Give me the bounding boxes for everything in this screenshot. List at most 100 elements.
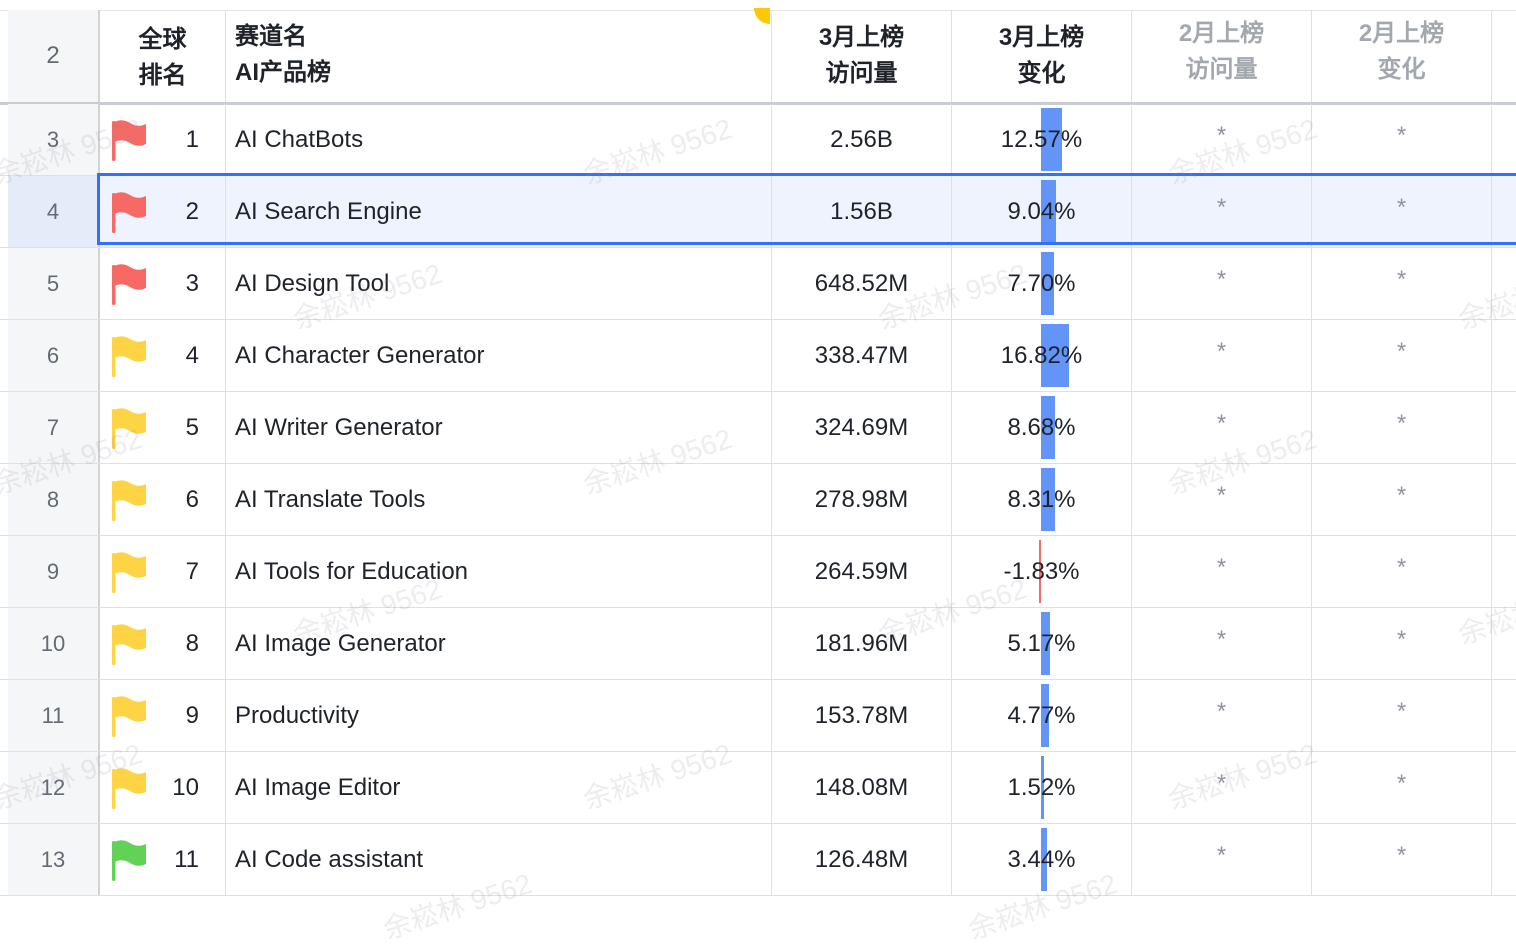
extra-column-cell[interactable]	[1492, 752, 1516, 823]
feb-visits-cell[interactable]: *	[1132, 464, 1312, 535]
rank-cell[interactable]: 8	[100, 608, 226, 679]
row-number[interactable]: 12	[8, 752, 100, 823]
extra-column-cell[interactable]	[1492, 608, 1516, 679]
feb-visits-cell[interactable]: *	[1132, 320, 1312, 391]
feb-visits-cell[interactable]: *	[1132, 824, 1312, 895]
mar-change-cell[interactable]: 8.31%	[952, 464, 1132, 535]
row-number[interactable]: 13	[8, 824, 100, 895]
mar-change-cell[interactable]: 7.70%	[952, 248, 1132, 319]
row-number[interactable]: 8	[8, 464, 100, 535]
table-row[interactable]: 10 8 AI Image Generator 181.96M 5.17% * *	[0, 608, 1516, 680]
mar-visits-cell[interactable]: 148.08M	[772, 752, 952, 823]
rank-cell[interactable]: 9	[100, 680, 226, 751]
feb-visits-cell[interactable]: *	[1132, 752, 1312, 823]
feb-change-cell[interactable]: *	[1312, 536, 1492, 607]
feb-change-cell[interactable]: *	[1312, 608, 1492, 679]
feb-visits-cell[interactable]: *	[1132, 392, 1312, 463]
track-name-cell[interactable]: AI Code assistant	[226, 824, 772, 895]
track-name-cell[interactable]: AI Image Generator	[226, 608, 772, 679]
track-name-cell[interactable]: AI Design Tool	[226, 248, 772, 319]
rank-cell[interactable]: 10	[100, 752, 226, 823]
feb-change-cell[interactable]: *	[1312, 248, 1492, 319]
mar-visits-cell[interactable]: 338.47M	[772, 320, 952, 391]
mar-change-cell[interactable]: 8.68%	[952, 392, 1132, 463]
row-number[interactable]: 10	[8, 608, 100, 679]
extra-column-cell[interactable]	[1492, 824, 1516, 895]
extra-column-cell[interactable]	[1492, 464, 1516, 535]
feb-change-cell[interactable]: *	[1312, 464, 1492, 535]
feb-change-cell[interactable]: *	[1312, 104, 1492, 175]
mar-visits-cell[interactable]: 1.56B	[772, 176, 952, 247]
mar-visits-cell[interactable]: 264.59M	[772, 536, 952, 607]
rank-cell[interactable]: 1	[100, 104, 226, 175]
header-mar-change[interactable]: 3月上榜 变化	[952, 10, 1132, 102]
header-mar-visits[interactable]: 3月上榜 访问量	[772, 10, 952, 102]
table-row[interactable]: 7 5 AI Writer Generator 324.69M 8.68% * *	[0, 392, 1516, 464]
table-row[interactable]: 5 3 AI Design Tool 648.52M 7.70% * *	[0, 248, 1516, 320]
row-number[interactable]: 2	[8, 10, 100, 102]
track-name-cell[interactable]: AI Tools for Education	[226, 536, 772, 607]
header-feb-visits[interactable]: 2月上榜 访问量	[1132, 10, 1312, 102]
mar-change-cell[interactable]: 4.77%	[952, 680, 1132, 751]
rank-cell[interactable]: 5	[100, 392, 226, 463]
mar-visits-cell[interactable]: 153.78M	[772, 680, 952, 751]
track-name-cell[interactable]: AI Translate Tools	[226, 464, 772, 535]
table-row[interactable]: 4 2 AI Search Engine 1.56B 9.04% * *	[0, 176, 1516, 248]
feb-change-cell[interactable]: *	[1312, 752, 1492, 823]
mar-visits-cell[interactable]: 126.48M	[772, 824, 952, 895]
extra-column-cell[interactable]	[1492, 536, 1516, 607]
rank-cell[interactable]: 2	[100, 176, 226, 247]
rank-cell[interactable]: 3	[100, 248, 226, 319]
extra-column-cell[interactable]	[1492, 320, 1516, 391]
mar-change-cell[interactable]: 1.52%	[952, 752, 1132, 823]
feb-visits-cell[interactable]: *	[1132, 248, 1312, 319]
row-number[interactable]: 3	[8, 104, 100, 175]
rank-cell[interactable]: 4	[100, 320, 226, 391]
table-row[interactable]: 8 6 AI Translate Tools 278.98M 8.31% * *	[0, 464, 1516, 536]
track-name-cell[interactable]: AI Image Editor	[226, 752, 772, 823]
rank-cell[interactable]: 6	[100, 464, 226, 535]
extra-column-cell[interactable]	[1492, 248, 1516, 319]
row-number[interactable]: 5	[8, 248, 100, 319]
table-row[interactable]: 3 1 AI ChatBots 2.56B 12.57% * *	[0, 104, 1516, 176]
feb-change-cell[interactable]: *	[1312, 392, 1492, 463]
feb-visits-cell[interactable]: *	[1132, 608, 1312, 679]
feb-change-cell[interactable]: *	[1312, 176, 1492, 247]
mar-visits-cell[interactable]: 324.69M	[772, 392, 952, 463]
header-rank[interactable]: 全球 排名	[100, 10, 226, 102]
mar-change-cell[interactable]: 12.57%	[952, 104, 1132, 175]
feb-visits-cell[interactable]: *	[1132, 104, 1312, 175]
feb-visits-cell[interactable]: *	[1132, 680, 1312, 751]
mar-change-cell[interactable]: 3.44%	[952, 824, 1132, 895]
table-row[interactable]: 12 10 AI Image Editor 148.08M 1.52% * *	[0, 752, 1516, 824]
row-number[interactable]: 9	[8, 536, 100, 607]
rank-cell[interactable]: 7	[100, 536, 226, 607]
table-row[interactable]: 6 4 AI Character Generator 338.47M 16.82% * *	[0, 320, 1516, 392]
feb-visits-cell[interactable]: *	[1132, 536, 1312, 607]
extra-column-cell[interactable]	[1492, 104, 1516, 175]
mar-change-cell[interactable]: 16.82%	[952, 320, 1132, 391]
table-row[interactable]: 9 7 AI Tools for Education 264.59M -1.83% * *	[0, 536, 1516, 608]
track-name-cell[interactable]: AI ChatBots	[226, 104, 772, 175]
mar-visits-cell[interactable]: 648.52M	[772, 248, 952, 319]
table-row[interactable]: 11 9 Productivity 153.78M 4.77% * *	[0, 680, 1516, 752]
track-name-cell[interactable]: Productivity	[226, 680, 772, 751]
header-extra-column[interactable]	[1492, 10, 1516, 102]
extra-column-cell[interactable]	[1492, 176, 1516, 247]
track-name-cell[interactable]: AI Search Engine	[226, 176, 772, 247]
track-name-cell[interactable]: AI Writer Generator	[226, 392, 772, 463]
row-number[interactable]: 6	[8, 320, 100, 391]
feb-change-cell[interactable]: *	[1312, 824, 1492, 895]
extra-column-cell[interactable]	[1492, 680, 1516, 751]
feb-change-cell[interactable]: *	[1312, 320, 1492, 391]
track-name-cell[interactable]: AI Character Generator	[226, 320, 772, 391]
mar-visits-cell[interactable]: 278.98M	[772, 464, 952, 535]
extra-column-cell[interactable]	[1492, 392, 1516, 463]
row-number[interactable]: 7	[8, 392, 100, 463]
rank-cell[interactable]: 11	[100, 824, 226, 895]
table-row[interactable]: 13 11 AI Code assistant 126.48M 3.44% * *	[0, 824, 1516, 896]
header-feb-change[interactable]: 2月上榜 变化	[1312, 10, 1492, 102]
feb-visits-cell[interactable]: *	[1132, 176, 1312, 247]
row-number[interactable]: 11	[8, 680, 100, 751]
